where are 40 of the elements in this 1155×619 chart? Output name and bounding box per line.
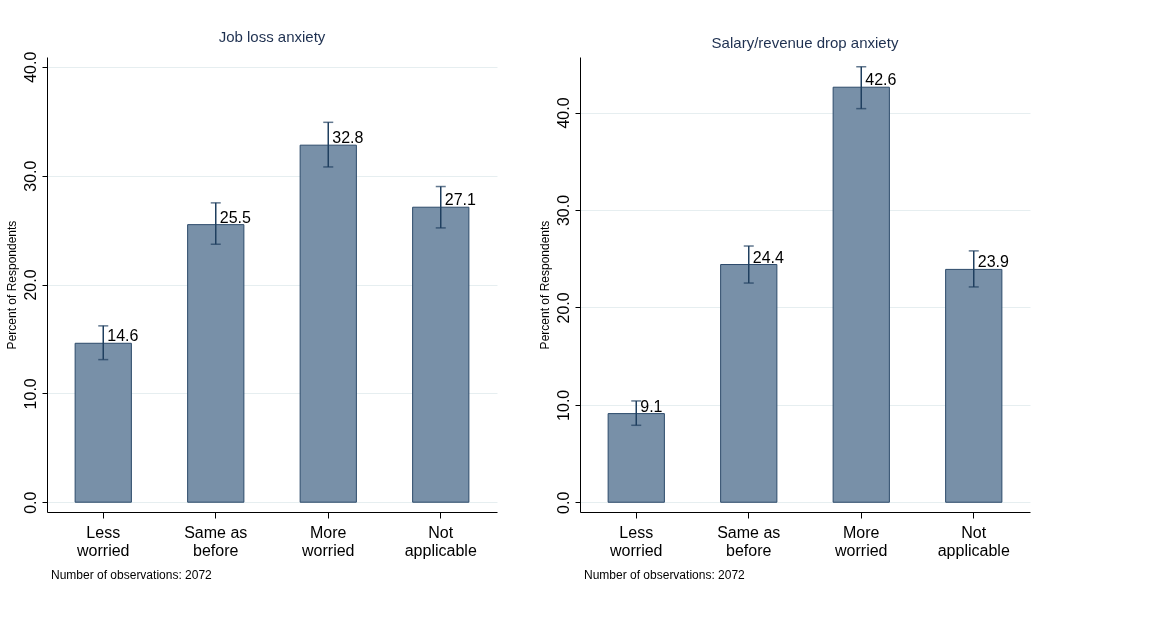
x-tick-label: Less worried — [76, 523, 130, 559]
x-tick-label: Same as before — [717, 523, 781, 559]
bar — [607, 413, 665, 503]
y-tick-label: 10.0 — [554, 389, 572, 421]
y-tick-label: 0.0 — [554, 491, 572, 514]
y-tick-label: 30.0 — [21, 160, 39, 192]
data-label: 23.9 — [977, 253, 1009, 271]
bar — [412, 206, 470, 503]
chart-title: Salary/revenue drop anxiety — [711, 34, 899, 51]
text: Number of observations: 2072 — [584, 568, 746, 582]
chart-title: Job loss anxiety — [218, 28, 326, 46]
y-tick-label: 10.0 — [21, 378, 39, 410]
data-label: 14.6 — [107, 327, 139, 345]
bar — [720, 264, 778, 503]
y-axis-title: Percent of Respondents — [4, 220, 19, 350]
text: Number of observations: 2072 — [51, 568, 213, 582]
x-tick-label: More worried — [834, 523, 888, 559]
y-axis-title: Percent of Respondents — [537, 220, 552, 350]
bar — [74, 342, 132, 503]
data-label: 42.6 — [865, 71, 897, 89]
x-tick-label: Same as before — [184, 523, 248, 559]
y-tick-label: 30.0 — [554, 194, 572, 227]
data-label: 25.5 — [219, 208, 251, 226]
x-tick-label: Not applicable — [404, 523, 477, 559]
data-label: 32.8 — [332, 129, 364, 147]
y-tick-label: 20.0 — [21, 269, 39, 301]
bar — [945, 268, 1003, 503]
bar — [832, 86, 890, 503]
x-tick-label: Less worried — [609, 523, 663, 559]
data-label: 24.4 — [752, 248, 784, 266]
y-tick-label: 40.0 — [21, 51, 39, 83]
bar — [299, 144, 357, 503]
data-label: 27.1 — [444, 191, 476, 209]
x-tick-label: Not applicable — [937, 523, 1010, 559]
y-tick-label: 0.0 — [21, 491, 39, 514]
bar — [187, 224, 245, 503]
y-tick-label: 20.0 — [554, 292, 572, 324]
y-tick-label: 40.0 — [554, 97, 572, 129]
data-label: 9.1 — [640, 397, 663, 415]
x-tick-label: More worried — [301, 523, 355, 559]
